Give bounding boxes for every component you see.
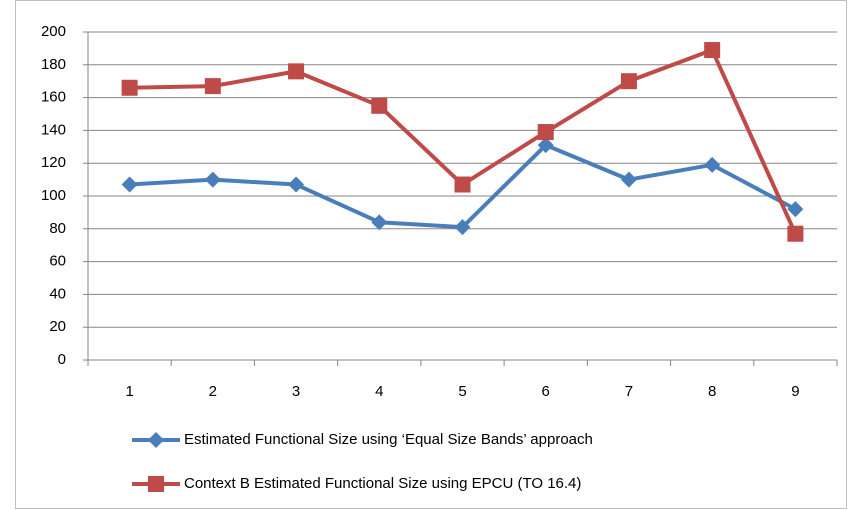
y-tick-label: 100 [41,187,66,204]
y-tick-label: 160 [41,89,66,106]
x-tick-label: 8 [708,383,716,400]
y-tick-label: 60 [49,253,66,270]
x-tick-label: 5 [458,383,466,400]
marker [371,214,388,231]
marker [288,63,305,80]
legend-label: Context B Estimated Functional Size usin… [184,475,581,492]
y-tick-label: 0 [58,351,66,368]
marker [787,201,804,218]
x-tick-label: 1 [125,383,133,400]
marker [454,176,471,193]
marker [787,225,804,242]
y-tick-label: 140 [41,121,66,138]
marker [537,137,554,154]
marker [704,156,721,173]
y-tick-label: 40 [49,285,66,302]
marker [121,79,138,96]
y-tick-label: 120 [41,154,66,171]
marker [288,176,305,193]
y-tick-label: 80 [49,220,66,237]
x-tick-label: 2 [209,383,217,400]
marker [148,476,164,492]
x-tick-label: 6 [542,383,550,400]
x-tick-label: 4 [375,383,383,400]
y-tick-label: 20 [49,318,66,335]
marker [620,171,637,188]
marker [148,432,164,448]
marker [371,97,388,114]
marker [121,176,138,193]
marker [620,73,637,90]
marker [204,171,221,188]
y-tick-label: 200 [41,23,66,40]
marker [204,78,221,95]
x-tick-label: 9 [791,383,799,400]
chart-frame [15,0,847,509]
x-tick-label: 7 [625,383,633,400]
legend-label: Estimated Functional Size using ‘Equal S… [184,431,593,448]
marker [454,219,471,236]
marker [537,124,554,141]
y-tick-label: 180 [41,56,66,73]
marker [704,42,721,59]
x-tick-label: 3 [292,383,300,400]
